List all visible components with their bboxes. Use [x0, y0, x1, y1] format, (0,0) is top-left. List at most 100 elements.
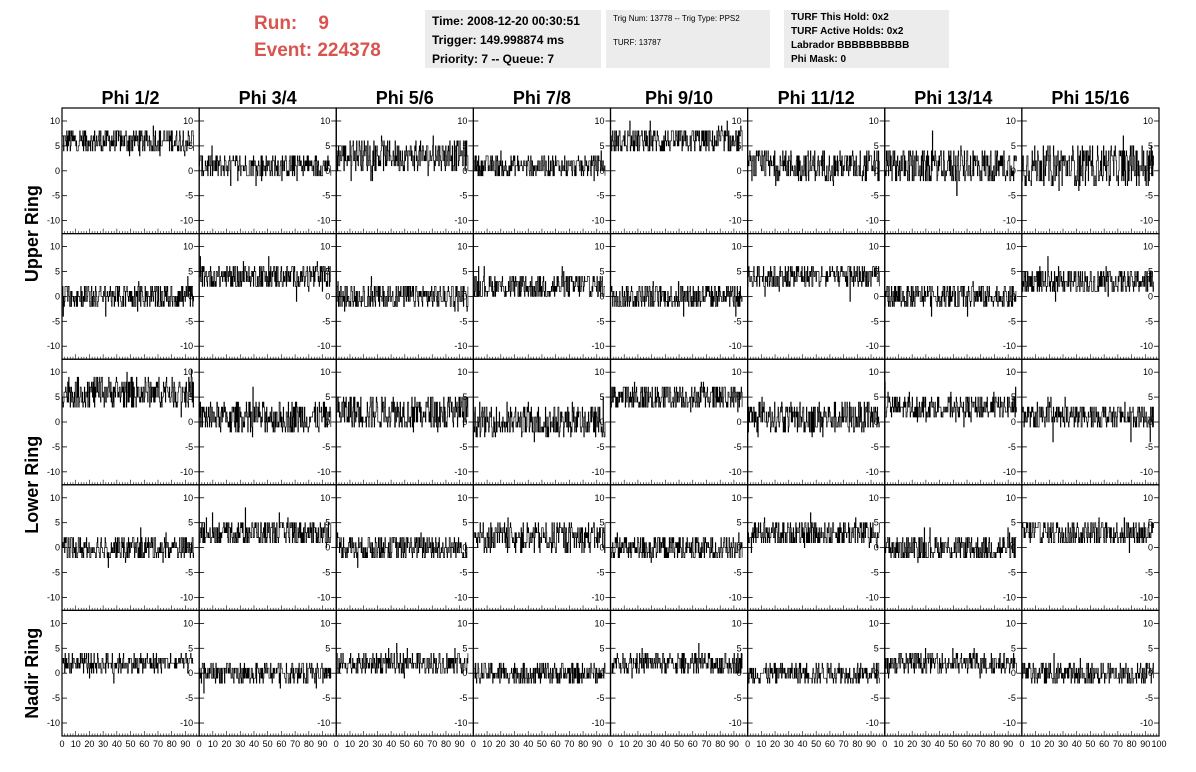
y-tick-label: 5 [599, 266, 604, 276]
waveform-line [884, 647, 1017, 679]
y-tick-label: 5 [737, 518, 742, 528]
y-tick-label: -5 [871, 442, 879, 452]
x-tick-label: 80 [167, 739, 177, 749]
y-tick-label: -10 [1140, 467, 1153, 477]
y-tick-label: 0 [1148, 291, 1153, 301]
x-tick-label: 50 [1085, 739, 1095, 749]
y-tick-label: 5 [462, 518, 467, 528]
phi-mask-text: Phi Mask: 0 [791, 54, 847, 65]
x-tick-label: 40 [112, 739, 122, 749]
y-tick-label: -10 [591, 718, 604, 728]
x-tick-label: 60 [825, 739, 835, 749]
y-tick-label: -5 [185, 191, 193, 201]
x-tick-label: 70 [290, 739, 300, 749]
x-tick-label: 50 [537, 739, 547, 749]
event-label: Event: [254, 40, 313, 61]
panel-frame [747, 484, 886, 611]
y-tick-label: 5 [1148, 643, 1153, 653]
x-tick-label: 0 [197, 739, 202, 749]
waveform-line [747, 396, 880, 438]
column-header: Phi 3/4 [239, 88, 297, 108]
y-tick-label: 10 [320, 618, 330, 628]
x-tick-label: 40 [660, 739, 670, 749]
x-tick-label: 0 [59, 739, 64, 749]
waveform-panel: -10 -5 0 5 10 0 10 20 30 40 50 60 70 80 90 [608, 609, 749, 749]
x-tick-label: 70 [427, 739, 437, 749]
y-tick-label: 5 [1148, 518, 1153, 528]
y-tick-label: 0 [462, 668, 467, 678]
y-tick-label: -10 [1003, 718, 1016, 728]
waveform-panel: -10 -10-5 -50 05 510 10 [47, 484, 200, 611]
x-tick-label: 0 [745, 739, 750, 749]
y-tick-label: 5 [737, 643, 742, 653]
y-tick-label: -10 [1140, 341, 1153, 351]
y-tick-label: -5 [1145, 191, 1153, 201]
y-tick-label: -5 [459, 316, 467, 326]
y-tick-label: 10 [457, 367, 467, 377]
x-tick-label: 0 [471, 739, 476, 749]
y-tick-label: 10 [320, 116, 330, 126]
x-tick-label: 70 [1113, 739, 1123, 749]
waveform-panel: -10 -10-5 -50 05 510 10 [47, 233, 200, 360]
x-tick-label: 50 [263, 739, 273, 749]
y-tick-label: -10 [454, 341, 467, 351]
y-tick-label: 10 [457, 242, 467, 252]
waveform-line [1021, 517, 1154, 553]
y-tick-label: 0 [737, 166, 742, 176]
waveform-line [1021, 256, 1154, 302]
y-tick-label: 10 [594, 367, 604, 377]
y-tick-label: 0 [462, 543, 467, 553]
y-tick-label: 5 [325, 392, 330, 402]
waveform-line [610, 642, 743, 679]
waveform-line [336, 642, 469, 679]
waveform-line [884, 381, 1017, 428]
y-tick-label: -10 [317, 216, 330, 226]
x-tick-label: 30 [98, 739, 108, 749]
y-tick-label: -10 [866, 592, 879, 602]
y-tick-label: 0 [874, 291, 879, 301]
x-tick-label: 60 [551, 739, 561, 749]
y-tick-label: 10 [1143, 116, 1153, 126]
waveform-line [473, 150, 606, 182]
panel-frame [884, 358, 1023, 486]
y-tick-label: 0 [599, 291, 604, 301]
y-tick-label: 5 [599, 392, 604, 402]
x-tick-label: 30 [235, 739, 245, 749]
column-header: Phi 15/16 [1051, 88, 1129, 108]
y-tick-label: 10 [869, 618, 879, 628]
waveform-line [473, 662, 606, 684]
y-tick-label: 5 [599, 141, 604, 151]
y-tick-label: 0 [599, 543, 604, 553]
y-tick-label: -10 [180, 216, 193, 226]
x-tick-label: 10 [482, 739, 492, 749]
x-tick-label: 30 [372, 739, 382, 749]
y-tick-label: -10 [1140, 216, 1153, 226]
y-tick-label: -5 [459, 568, 467, 578]
event-value: 224378 [317, 40, 381, 61]
row-label: Upper Ring [22, 185, 42, 282]
y-tick-label: 5 [1011, 518, 1016, 528]
x-tick-label: 50 [811, 739, 821, 749]
y-tick-label: -10 [729, 216, 742, 226]
y-tick-label: -5 [322, 442, 330, 452]
y-tick-label: 5 [1148, 392, 1153, 402]
y-tick-label: 10 [732, 618, 742, 628]
y-tick-label: 10 [320, 367, 330, 377]
x-tick-label: 30 [647, 739, 657, 749]
y-tick-label: 5 [599, 643, 604, 653]
y-tick-label: -10 [317, 592, 330, 602]
y-tick-label: -5 [1008, 568, 1016, 578]
y-tick-label: -10 [729, 592, 742, 602]
y-tick-label: -10 [866, 467, 879, 477]
y-tick-label: 0 [874, 543, 879, 553]
y-tick-label: -5 [322, 568, 330, 578]
y-tick-label: 10 [594, 493, 604, 503]
y-tick-label: 10 [732, 367, 742, 377]
x-tick-label: 10 [71, 739, 81, 749]
